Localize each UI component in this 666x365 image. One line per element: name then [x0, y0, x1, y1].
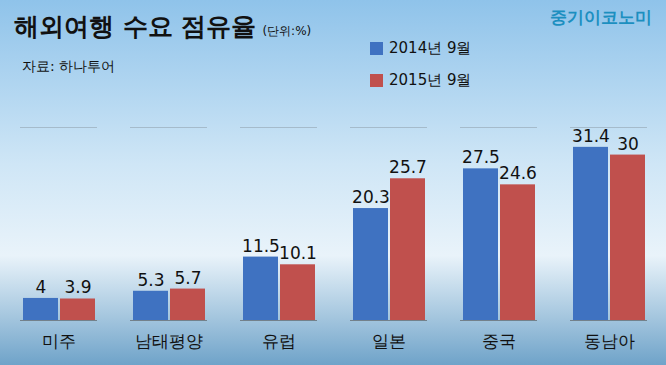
- html-text:중기이코노미: 중기이코노미: [550, 7, 652, 27]
- svg-text:5.3: 5.3: [137, 270, 164, 290]
- svg-text:27.5: 27.5: [462, 147, 500, 167]
- html-text:해외여행 수요 점유율: 해외여행 수요 점유율: [14, 12, 257, 41]
- html-text:2014년 9월: 2014년 9월: [389, 38, 472, 57]
- svg-text:4: 4: [36, 277, 47, 297]
- svg-text:미주: 미주: [42, 331, 76, 351]
- svg-text:24.6: 24.6: [499, 163, 537, 183]
- svg-text:유럽: 유럽: [262, 331, 296, 351]
- html-text:2015년 9월: 2015년 9월: [389, 70, 472, 89]
- svg-text:25.7: 25.7: [389, 157, 427, 177]
- svg-text:남태평양: 남태평양: [135, 331, 203, 351]
- svg-text:3.9: 3.9: [64, 277, 91, 297]
- svg-text:20.3: 20.3: [352, 187, 390, 207]
- svg-text:중국: 중국: [482, 331, 516, 351]
- svg-text:11.5: 11.5: [242, 236, 280, 256]
- svg-text:31.4: 31.4: [572, 126, 610, 146]
- svg-text:일본: 일본: [372, 331, 406, 351]
- html-text:자료: 하나투어: 자료: 하나투어: [22, 58, 116, 74]
- svg-text:10.1: 10.1: [279, 243, 317, 263]
- html-text:(단위:%): (단위:%): [262, 24, 312, 38]
- svg-text:동남아: 동남아: [584, 331, 635, 351]
- svg-text:5.7: 5.7: [174, 268, 201, 288]
- svg-text:30: 30: [617, 134, 639, 154]
